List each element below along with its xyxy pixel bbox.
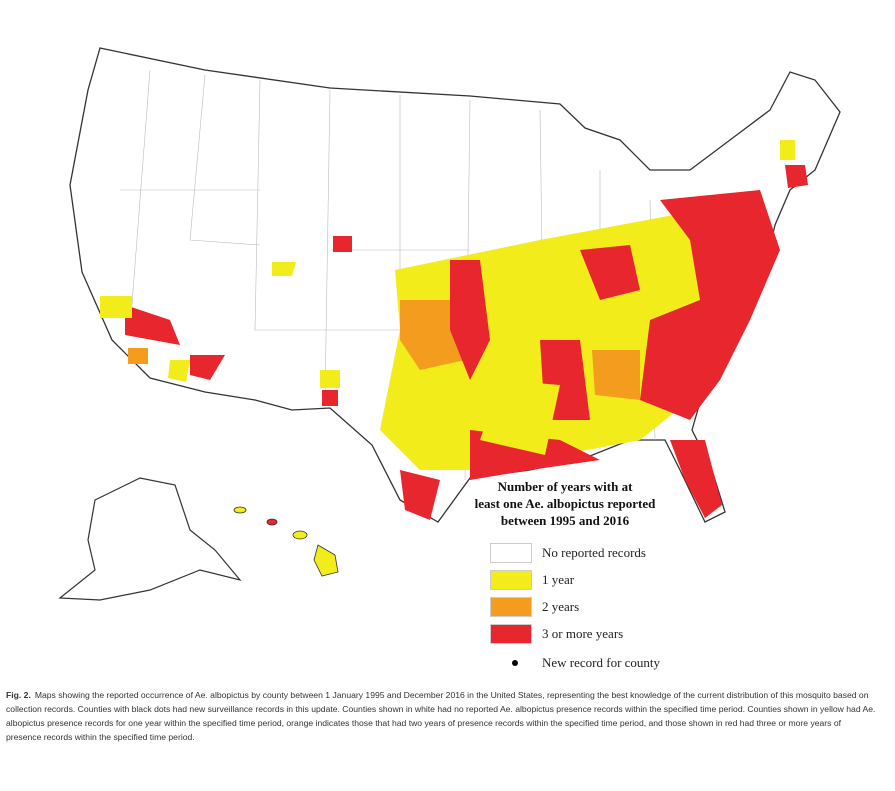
legend-title-line: least one Ae. albopictus reported: [474, 496, 656, 511]
legend-swatch: [490, 543, 532, 563]
legend-dot: [512, 660, 518, 666]
legend-row: No reported records: [490, 542, 646, 564]
legend-label: 2 years: [542, 599, 580, 614]
legend-swatch: [490, 597, 532, 617]
caption-label: Fig. 2.: [6, 690, 31, 700]
legend-label: New record for county: [542, 655, 661, 670]
legend-label: No reported records: [542, 545, 646, 560]
legend-row: New record for county: [490, 652, 660, 674]
hawaii: [233, 506, 339, 577]
caption: Fig. 2. Maps showing the reported occurre…: [6, 688, 876, 744]
alaska: [58, 477, 242, 601]
occurrence-areas: [100, 140, 808, 520]
legend-swatch: [490, 570, 532, 590]
legend-label: 1 year: [542, 572, 575, 587]
caption-text: Maps showing the reported occurrence of …: [6, 690, 876, 742]
legend-row: 1 year: [490, 569, 574, 591]
legend-title: Number of years with at least one Ae. al…: [440, 478, 690, 529]
legend-label: 3 or more years: [542, 626, 624, 641]
legend-title-line: Number of years with at: [497, 479, 633, 494]
legend-row: 2 years: [490, 596, 579, 618]
map: [58, 47, 841, 601]
legend-row: 3 or more years: [490, 623, 623, 645]
legend-title-line: between 1995 and 2016: [500, 513, 630, 528]
legend-swatch: [490, 624, 532, 644]
